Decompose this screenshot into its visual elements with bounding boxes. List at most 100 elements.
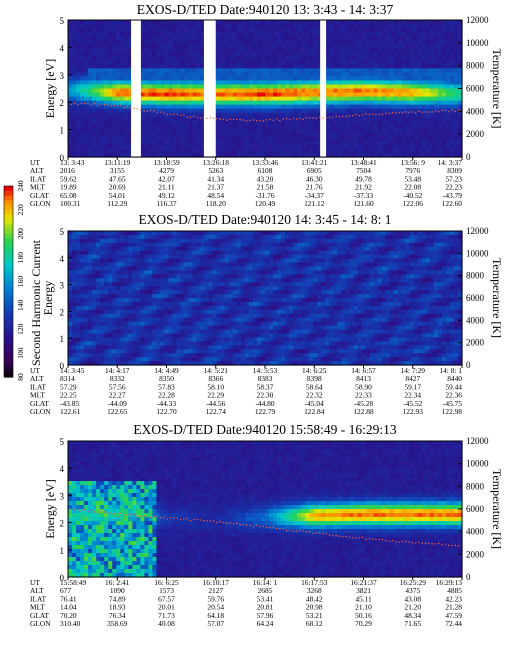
heatmap-cell [232,258,238,264]
heatmap-cell [116,148,121,154]
heatmap-cell [144,246,150,252]
heatmap-cell [156,313,162,319]
heatmap-cell [313,36,318,41]
heatmap-cell [136,238,141,244]
heatmap-cell [184,48,190,53]
heatmap-cell [84,290,89,295]
heatmap-cell [353,116,359,122]
heatmap-cell [92,88,97,94]
heatmap-cell [212,305,218,311]
heatmap-cell [285,144,290,150]
heatmap-cell [289,28,294,33]
heatmap-cell [232,274,238,279]
heatmap-cell [341,36,347,41]
heatmap-cell [104,28,109,33]
heatmap-cell [192,294,198,299]
heatmap-cell [216,349,222,354]
heatmap-cell [72,294,77,299]
heatmap-cell [148,258,154,264]
heatmap-cell [128,100,133,106]
heatmap-cell [361,132,367,138]
heatmap-cell [92,353,97,358]
heatmap-cell [120,357,125,362]
heatmap-cell [180,278,186,283]
heatmap-cell [112,238,117,244]
heatmap-cell [240,128,246,134]
heatmap-cell [437,100,443,106]
heatmap-cell [68,132,73,138]
heatmap-cell [273,124,278,130]
heatmap-cell [116,56,121,61]
heatmap-cell [313,108,318,114]
heatmap-cell [160,274,166,279]
heatmap-cell [269,92,274,98]
heatmap-cell [389,120,395,126]
heatmap-cell [325,148,330,154]
temperature-point [120,105,122,107]
heatmap-cell [369,60,375,65]
ephemeris-value: 13:48:41 [350,158,377,167]
heatmap-cell [104,112,109,118]
heatmap-cell [72,112,77,118]
heatmap-cell [164,234,170,240]
heatmap-cell [437,152,443,158]
heatmap-cell [389,152,395,158]
heatmap-cell [381,144,387,150]
heatmap-cell [160,88,166,94]
heatmap-cell [112,250,117,256]
heatmap-cell [224,80,230,86]
heatmap-cell [220,112,226,118]
heatmap-cell [421,120,427,126]
heatmap-cell [325,108,330,114]
heatmap-cell [345,56,351,61]
heatmap-cell [429,60,435,65]
heatmap-cell [361,56,367,61]
heatmap-cell [104,231,109,236]
heatmap-cell [140,132,145,138]
heatmap-cell [156,309,162,315]
heatmap-cell [208,286,214,291]
heatmap-cell [76,321,81,327]
heatmap-cell [144,321,150,327]
heatmap-cell [92,266,97,272]
heatmap-cell [361,88,367,94]
heatmap-cell [393,48,399,53]
heatmap-cell [445,68,451,73]
heatmap-cell [212,317,218,323]
heatmap-cell [204,298,210,303]
heatmap-cell [108,72,113,78]
heatmap-cell [397,112,403,118]
heatmap-cell [184,132,190,138]
heatmap-cell [405,148,411,154]
heatmap-cell [228,301,234,307]
heatmap-cell [216,325,222,331]
heatmap-cell [164,144,170,150]
heatmap-cell [297,140,302,146]
heatmap-cell [256,60,262,65]
heatmap-cell [409,88,415,94]
heatmap-cell [301,96,306,102]
heatmap-cell [260,32,266,37]
heatmap-cell [88,238,93,244]
heatmap-cell [180,266,186,272]
heatmap-cell [329,124,334,130]
heatmap-cell [176,325,182,331]
heatmap-cell [425,140,431,146]
heatmap-cell [216,112,222,118]
heatmap-cell [457,88,463,94]
heatmap-cell [128,116,133,122]
ephemeris-value: 112.29 [107,199,127,208]
heatmap-cell [337,80,342,86]
ephemeris-value: 3155 [110,166,125,175]
heatmap-cell [68,32,73,37]
heatmap-cell [108,290,113,295]
heatmap-cell [144,148,150,154]
heatmap-cell [76,96,81,102]
heatmap-cell [413,24,419,29]
heatmap-cell [232,32,238,37]
heatmap-cell [281,128,286,134]
heatmap-cell [172,290,178,295]
heatmap-cell [277,28,282,33]
heatmap-cell [293,80,298,86]
heatmap-cell [429,152,435,158]
